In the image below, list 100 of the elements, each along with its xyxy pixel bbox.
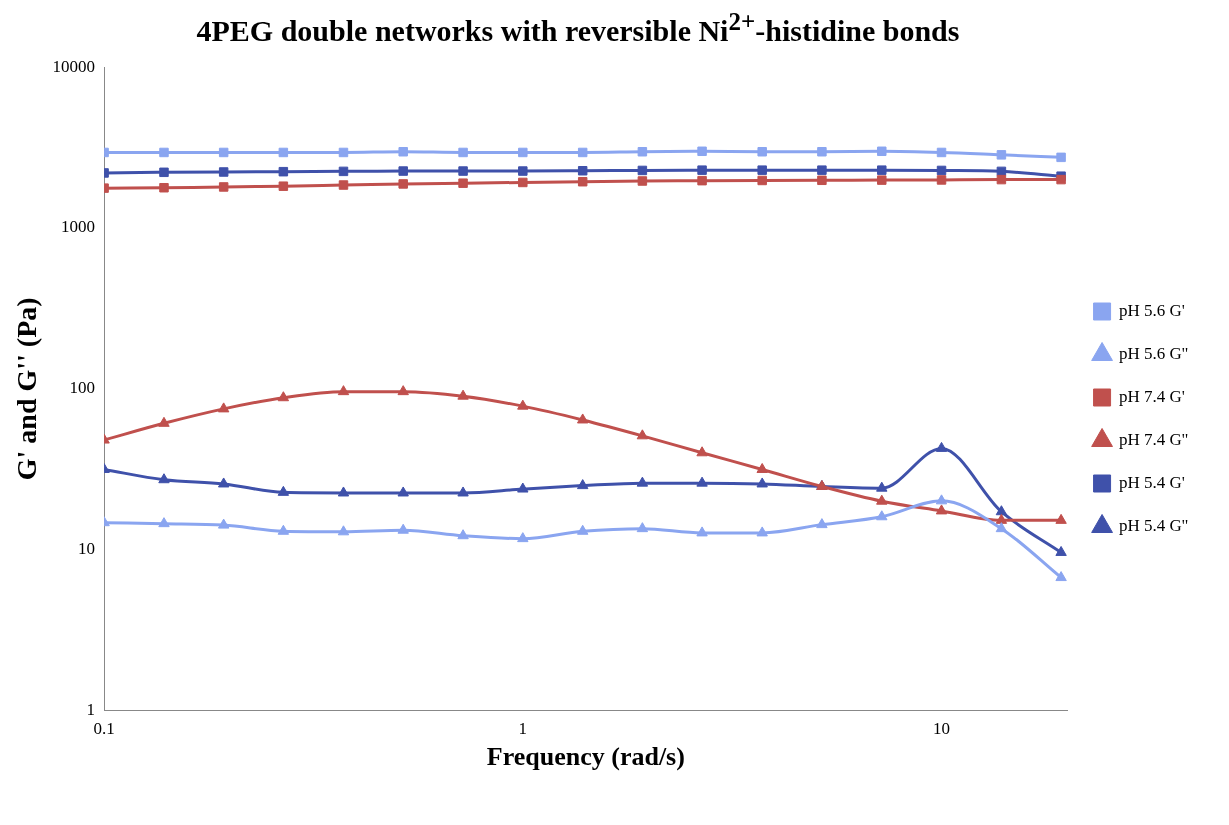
point — [338, 180, 349, 190]
point — [1055, 571, 1067, 582]
point — [338, 147, 349, 158]
point — [518, 147, 528, 158]
point — [457, 529, 469, 540]
point — [876, 481, 888, 492]
point — [398, 166, 408, 176]
y-tick-label: 100 — [69, 378, 96, 398]
point — [817, 147, 827, 157]
point — [158, 517, 170, 528]
point — [637, 165, 648, 176]
point — [577, 479, 589, 490]
point — [1055, 513, 1067, 524]
point — [756, 526, 768, 537]
point — [636, 429, 649, 440]
chart-title: 4PEG double networks with reversible Ni$^{2+}$-histidine bonds — [195, 8, 961, 49]
point — [697, 165, 707, 175]
point — [697, 146, 707, 157]
point — [277, 391, 290, 402]
x-tick-label: 10 — [933, 719, 951, 739]
point — [159, 182, 169, 193]
point — [876, 510, 888, 521]
y-axis-title: G' and G'' (Pa) — [11, 297, 43, 481]
point — [757, 175, 767, 186]
point — [278, 147, 289, 158]
x-axis-title: Frequency (rad/s) — [486, 742, 685, 772]
point — [218, 167, 229, 177]
point — [397, 385, 409, 396]
legend-label: pH 5.6 G' — [1119, 300, 1185, 320]
point — [935, 504, 948, 515]
point — [637, 176, 648, 186]
point — [457, 389, 469, 400]
legend-label: pH 7.4 G' — [1119, 386, 1185, 406]
point — [457, 486, 469, 497]
point — [696, 476, 708, 487]
point — [517, 399, 529, 410]
point — [935, 441, 948, 452]
legend-label: pH 5.4 G' — [1119, 472, 1185, 492]
point — [637, 147, 648, 157]
point — [337, 525, 350, 536]
point — [217, 477, 230, 488]
point — [338, 166, 349, 177]
point — [337, 385, 350, 396]
point — [877, 165, 887, 175]
point — [996, 174, 1007, 185]
point — [936, 147, 947, 158]
point — [158, 473, 170, 484]
point — [696, 446, 708, 457]
point — [1055, 545, 1067, 556]
point — [159, 167, 169, 178]
point — [936, 165, 947, 176]
point — [518, 166, 528, 176]
point — [577, 147, 588, 158]
x-tick-label: 0.1 — [93, 719, 115, 739]
point — [1056, 152, 1066, 163]
point — [398, 179, 408, 189]
point — [577, 413, 589, 424]
point — [577, 524, 589, 535]
point — [278, 181, 289, 191]
point — [756, 477, 768, 488]
point — [995, 522, 1008, 533]
point — [277, 524, 290, 535]
point — [159, 147, 169, 158]
point — [277, 485, 290, 496]
point — [876, 494, 888, 505]
point — [636, 476, 649, 487]
point — [278, 166, 289, 177]
point — [877, 175, 887, 185]
y-tick-label: 10000 — [52, 56, 96, 76]
point — [158, 416, 170, 427]
point — [518, 177, 528, 188]
point — [996, 150, 1007, 160]
point — [1056, 174, 1066, 185]
point — [756, 462, 768, 473]
point — [458, 147, 468, 158]
legend-label: pH 7.4 G'' — [1119, 429, 1189, 449]
point — [757, 165, 767, 175]
legend-label: pH 5.6 G'' — [1119, 343, 1189, 363]
y-tick-label: 10 — [78, 539, 96, 559]
legend-label: pH 5.4 G'' — [1119, 515, 1189, 535]
point — [517, 532, 529, 543]
point — [877, 146, 887, 157]
point — [517, 482, 529, 493]
point — [935, 494, 948, 505]
y-tick-label: 1 — [86, 699, 96, 719]
point — [458, 178, 468, 188]
point — [577, 166, 588, 176]
point — [817, 165, 827, 175]
point — [397, 523, 409, 534]
y-tick-label: 1000 — [61, 217, 96, 237]
point — [218, 147, 229, 158]
point — [218, 182, 229, 192]
point — [458, 166, 468, 176]
point — [996, 166, 1007, 177]
point — [697, 175, 707, 186]
point — [995, 513, 1008, 524]
point — [217, 402, 230, 413]
point — [757, 147, 767, 157]
x-tick-label: 1 — [518, 719, 528, 739]
point — [817, 175, 827, 186]
